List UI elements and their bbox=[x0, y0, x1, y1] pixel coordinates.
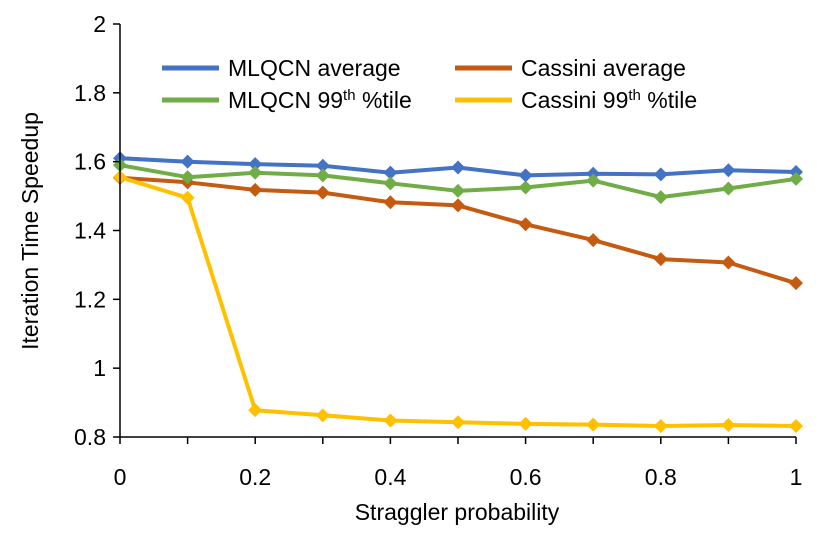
legend-label: MLQCN average bbox=[228, 55, 401, 81]
legend-item: MLQCN 99th %tile bbox=[162, 87, 412, 114]
data-point bbox=[721, 181, 736, 196]
data-point bbox=[586, 173, 601, 188]
data-point bbox=[653, 252, 668, 267]
data-point bbox=[789, 276, 803, 291]
data-point bbox=[451, 415, 465, 430]
y-tick-label: 1 bbox=[93, 355, 106, 381]
series-line-3 bbox=[119, 175, 797, 428]
data-point bbox=[383, 413, 398, 428]
legend: MLQCN average Cassini average MLQCN 99th %… bbox=[162, 55, 697, 113]
data-point bbox=[653, 190, 668, 205]
x-tick-label: 0.6 bbox=[510, 464, 542, 490]
legend-label: Cassini 99th %tile bbox=[521, 87, 697, 114]
x-axis-title: Straggler probability bbox=[355, 499, 560, 525]
data-point bbox=[248, 182, 263, 197]
data-point bbox=[451, 183, 465, 198]
data-point bbox=[586, 417, 601, 432]
legend-item: Cassini average bbox=[455, 55, 686, 81]
data-point bbox=[315, 158, 330, 173]
legend-label: Cassini average bbox=[521, 55, 686, 81]
data-point bbox=[518, 168, 533, 183]
data-point bbox=[721, 163, 736, 178]
y-tick-label: 1.6 bbox=[74, 149, 106, 175]
data-point bbox=[518, 180, 533, 195]
data-point bbox=[180, 190, 195, 205]
y-tick-label: 1.4 bbox=[74, 218, 106, 244]
data-point bbox=[653, 418, 668, 433]
data-point bbox=[789, 418, 803, 433]
data-point bbox=[180, 170, 195, 185]
legend-label: MLQCN 99th %tile bbox=[228, 87, 412, 114]
series-layer bbox=[113, 151, 803, 433]
x-tick-label: 0.2 bbox=[239, 464, 271, 490]
data-point bbox=[586, 233, 601, 248]
x-tick-label: 1 bbox=[790, 464, 803, 490]
axes-layer bbox=[119, 24, 796, 438]
data-point bbox=[653, 167, 668, 182]
data-point bbox=[721, 255, 736, 270]
data-point bbox=[451, 160, 465, 175]
data-point bbox=[518, 217, 533, 232]
data-point bbox=[383, 176, 398, 191]
data-point bbox=[315, 168, 330, 183]
data-point bbox=[721, 417, 736, 432]
x-tick-label: 0.4 bbox=[374, 464, 406, 490]
data-point bbox=[180, 154, 195, 169]
y-tick-label: 1.8 bbox=[74, 80, 106, 106]
data-point bbox=[315, 408, 330, 423]
data-point bbox=[518, 416, 533, 431]
x-tick-label: 0 bbox=[114, 464, 127, 490]
legend-item: MLQCN average bbox=[162, 55, 401, 81]
y-tick-label: 2 bbox=[93, 11, 106, 37]
data-point bbox=[248, 157, 263, 172]
y-tick-label: 1.2 bbox=[74, 286, 106, 312]
legend-item: Cassini 99th %tile bbox=[455, 87, 697, 114]
y-axis-title: Iteration Time Speedup bbox=[17, 112, 43, 350]
data-point bbox=[248, 165, 263, 180]
data-point bbox=[315, 185, 330, 200]
data-point bbox=[383, 165, 398, 180]
ticks-layer: 0.8 1 1.2 1.4 1.6 1.8 2 0 0.2 0.4 0.6 0.8 1 bbox=[74, 11, 802, 490]
data-point bbox=[248, 403, 263, 418]
data-point bbox=[789, 171, 803, 186]
data-point bbox=[451, 198, 465, 213]
x-tick-label: 0.8 bbox=[645, 464, 677, 490]
data-point bbox=[383, 195, 398, 210]
y-tick-label: 0.8 bbox=[74, 424, 106, 450]
